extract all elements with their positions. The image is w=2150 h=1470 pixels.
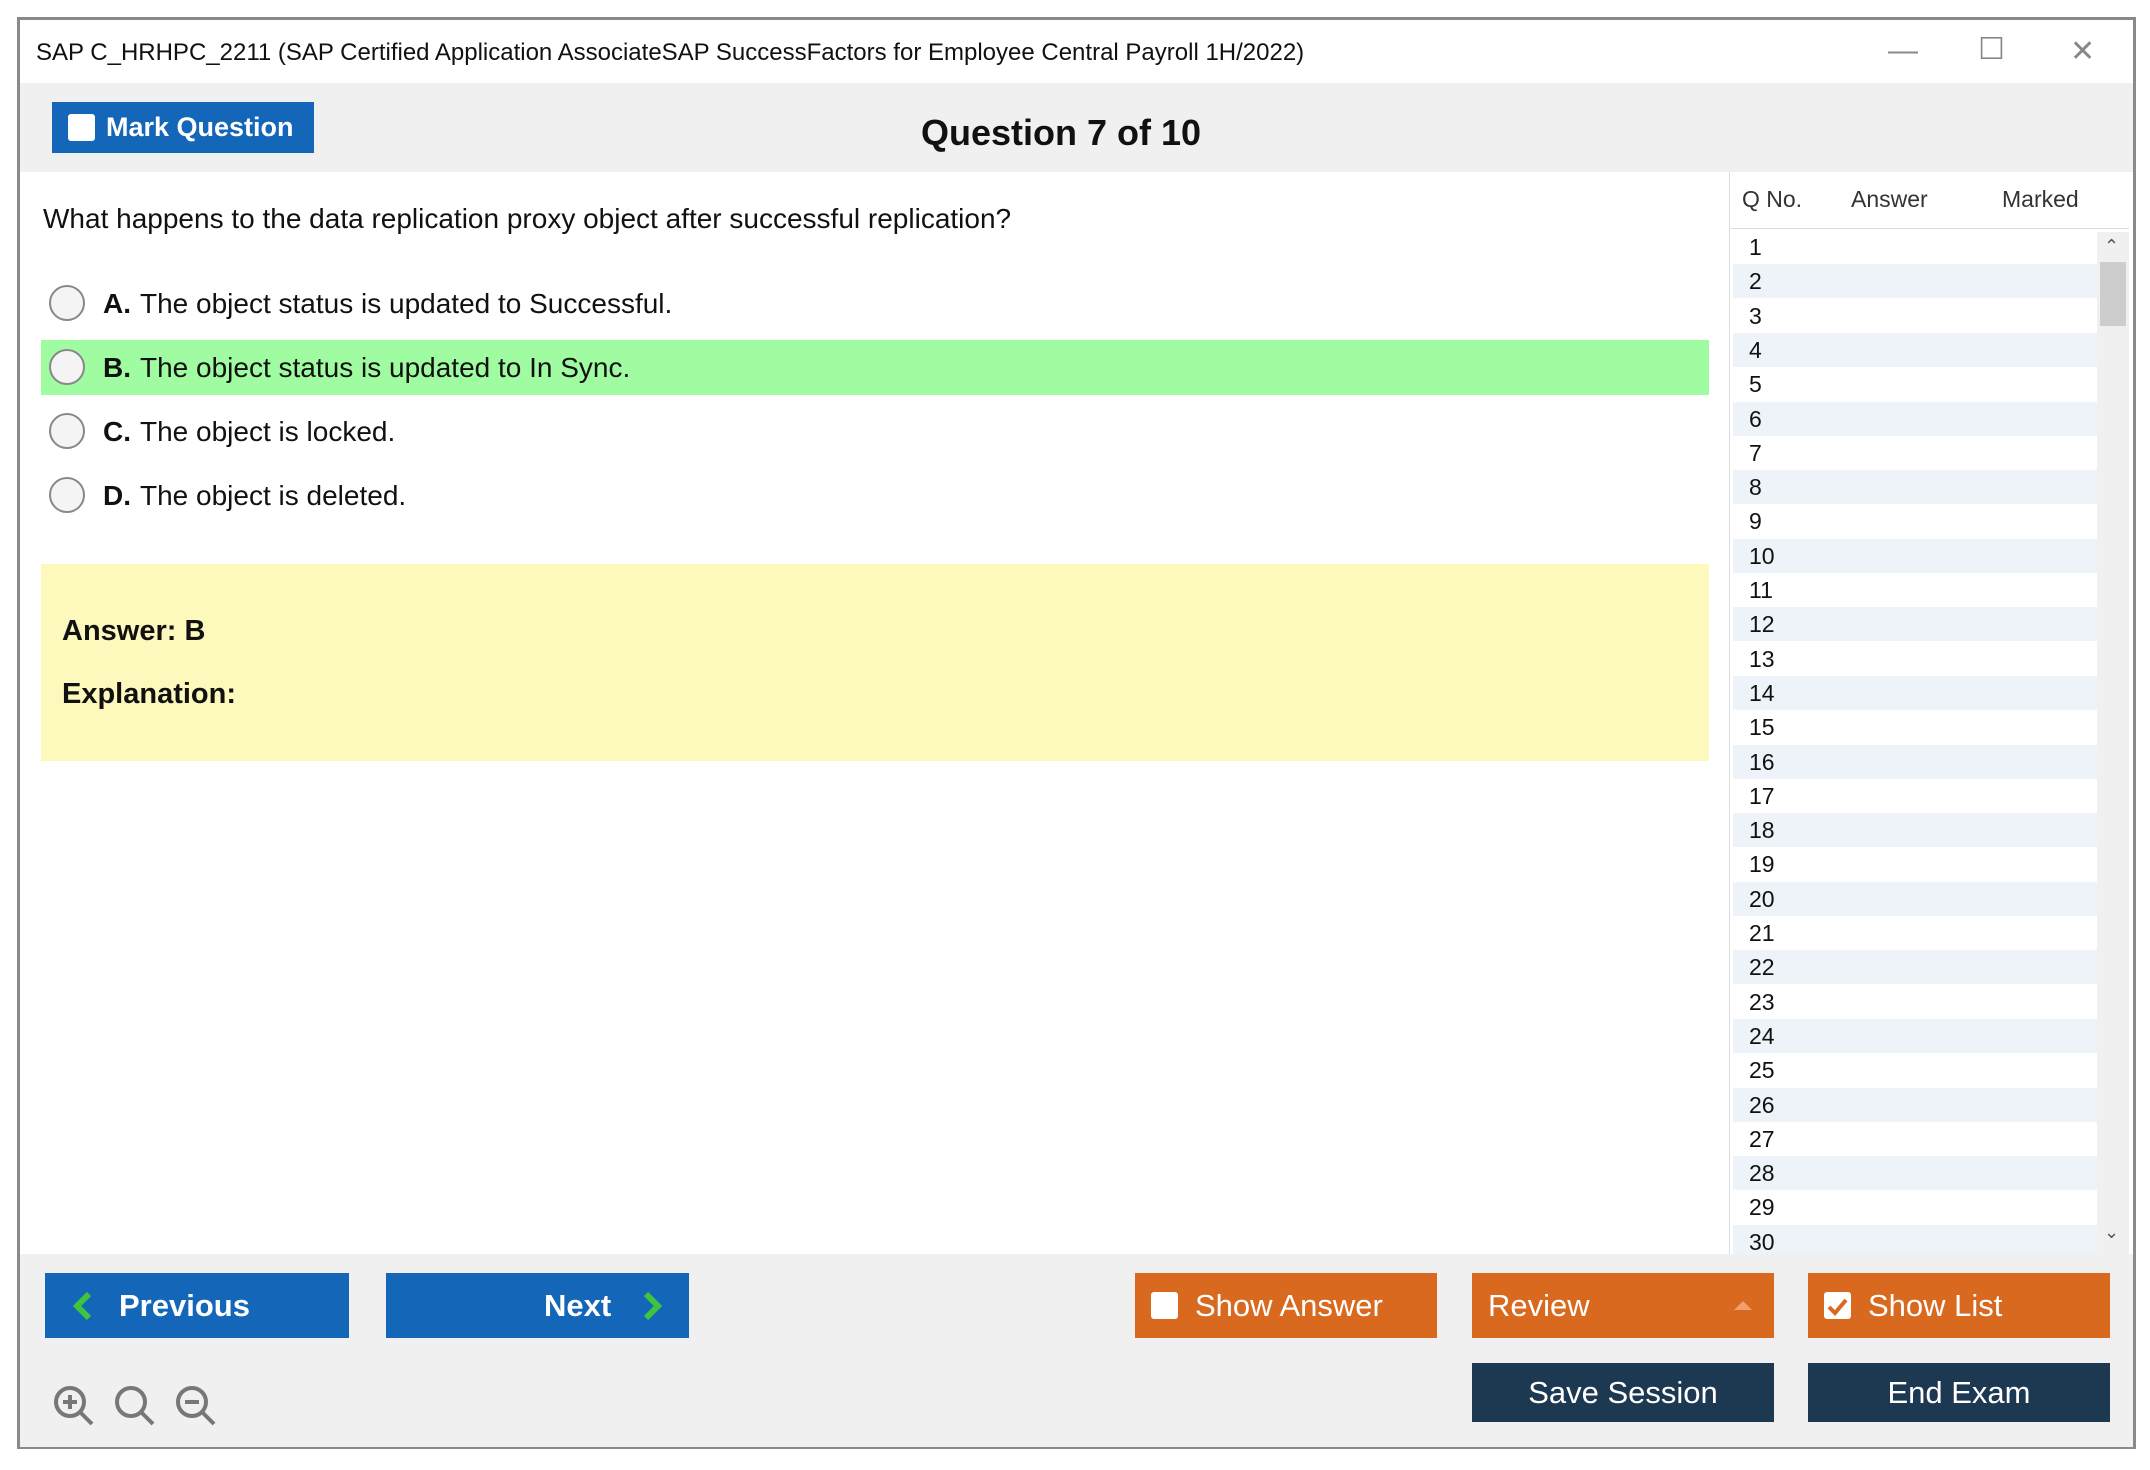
show-answer-label: Show Answer — [1195, 1287, 1383, 1323]
question-row[interactable]: 1 — [1749, 234, 1762, 260]
question-row[interactable]: 28 — [1733, 1156, 2097, 1191]
previous-label: Previous — [119, 1287, 250, 1323]
answer: Answer: B — [62, 615, 206, 647]
radio-button[interactable] — [49, 349, 85, 385]
question-row[interactable]: 8 — [1733, 470, 2097, 505]
next-button[interactable]: Next — [386, 1273, 689, 1338]
question-row[interactable]: 27 — [1749, 1125, 1775, 1152]
question-row[interactable]: 6 — [1733, 401, 2097, 436]
mark-question-label: Mark Question — [106, 112, 294, 142]
question-row[interactable]: 7 — [1749, 439, 1762, 466]
zoom-reset[interactable] — [115, 1386, 155, 1426]
option-letter: C. — [103, 415, 131, 447]
question-row[interactable]: 5 — [1749, 371, 1762, 398]
question-row[interactable]: 2 — [1733, 264, 2097, 299]
scroll-down[interactable]: ⌄ — [2104, 1222, 2120, 1242]
save-session-button[interactable]: Save Session — [1472, 1363, 1774, 1422]
end-exam-label: End Exam — [1887, 1374, 2031, 1410]
question-row[interactable]: 18 — [1733, 813, 2097, 848]
zoom-in[interactable] — [54, 1386, 94, 1426]
review-button[interactable]: Review — [1472, 1273, 1774, 1338]
show-list-button[interactable]: Show List — [1808, 1273, 2110, 1338]
option-text: The object is locked. — [140, 415, 396, 447]
checkbox[interactable] — [1824, 1292, 1851, 1319]
question-counter: Question 7 of 10 — [920, 112, 1202, 153]
header — [20, 83, 2133, 172]
question-row[interactable]: 3 — [1749, 302, 1762, 329]
question-row[interactable]: 30 — [1733, 1224, 2097, 1259]
question-row[interactable]: 16 — [1733, 744, 2097, 779]
column-header: Q No. — [1742, 186, 1803, 212]
question-row[interactable]: 9 — [1749, 508, 1762, 535]
question-row[interactable]: 12 — [1733, 607, 2097, 642]
column-header: Marked — [2002, 186, 2079, 212]
question-row[interactable]: 29 — [1749, 1194, 1775, 1221]
maximize[interactable]: ☐ — [1978, 33, 2005, 66]
option-text: The object status is updated to Successf… — [140, 287, 673, 319]
option-letter: A. — [103, 287, 131, 319]
question-row[interactable]: 11 — [1749, 577, 1773, 603]
explanation: Explanation: — [62, 678, 237, 710]
title-bar — [20, 20, 2133, 83]
answer-box — [41, 564, 1709, 761]
question-row[interactable]: 13 — [1749, 645, 1775, 672]
divider — [1731, 228, 2129, 229]
option-text: The object status is updated to In Sync. — [140, 351, 631, 383]
mark-question-button[interactable]: Mark Question — [52, 102, 314, 153]
question-row[interactable]: 17 — [1749, 782, 1775, 809]
zoom-out[interactable] — [176, 1386, 216, 1426]
question-row[interactable]: 14 — [1733, 675, 2097, 710]
chevron-right — [643, 1291, 663, 1321]
chevron-left — [72, 1291, 92, 1321]
scroll-thumb[interactable] — [2100, 262, 2126, 326]
option-letter: D. — [103, 479, 131, 511]
question-row[interactable]: 15 — [1749, 714, 1775, 741]
option[interactable]: B. The object status is updated to In Syn… — [41, 340, 1709, 395]
question-row[interactable]: 23 — [1749, 988, 1775, 1015]
show-answer-button[interactable]: Show Answer — [1135, 1273, 1437, 1338]
check — [1827, 1298, 1848, 1316]
question-row[interactable]: 19 — [1749, 851, 1775, 878]
question-text: What happens to the data replication pro… — [43, 203, 1012, 234]
previous-button[interactable]: Previous — [45, 1273, 349, 1338]
radio-button[interactable] — [49, 285, 85, 321]
zoom-controls — [54, 1386, 216, 1426]
save-session-label: Save Session — [1528, 1374, 1718, 1410]
question-row[interactable]: 21 — [1749, 920, 1775, 946]
question-row[interactable]: 24 — [1733, 1018, 2097, 1053]
question-row[interactable]: 20 — [1733, 881, 2097, 916]
question-row[interactable]: 22 — [1733, 950, 2097, 985]
scrollbar[interactable] — [2097, 232, 2129, 1254]
checkbox[interactable] — [1151, 1292, 1178, 1319]
option[interactable]: A. The object status is updated to Succes… — [41, 276, 1709, 331]
question-row[interactable]: 4 — [1733, 332, 2097, 367]
column-header: Answer — [1851, 186, 1928, 212]
checkbox[interactable] — [68, 114, 95, 141]
next-label: Next — [544, 1287, 612, 1323]
option-text: The object is deleted. — [140, 479, 407, 511]
review-label: Review — [1488, 1287, 1590, 1323]
toolbar — [20, 1254, 2133, 1447]
window-title: SAP C_HRHPC_2211 (SAP Certified Applicat… — [36, 39, 1305, 66]
question-row[interactable]: 25 — [1749, 1057, 1775, 1084]
close[interactable]: ✕ — [2070, 35, 2096, 68]
option-letter: B. — [103, 351, 131, 383]
dropdown-arrow — [1734, 1301, 1752, 1310]
minimize[interactable]: — — [1888, 34, 1918, 67]
show-list-label: Show List — [1868, 1287, 2003, 1323]
question-row[interactable]: 26 — [1733, 1087, 2097, 1122]
radio-button[interactable] — [49, 413, 85, 449]
scroll-up[interactable]: ⌃ — [2104, 236, 2120, 256]
radio-button[interactable] — [49, 477, 85, 513]
question-row[interactable]: 10 — [1733, 538, 2097, 573]
option[interactable]: C. The object is locked. — [41, 404, 1709, 459]
option[interactable]: D. The object is deleted. — [41, 468, 1709, 523]
end-exam-button[interactable]: End Exam — [1808, 1363, 2110, 1422]
